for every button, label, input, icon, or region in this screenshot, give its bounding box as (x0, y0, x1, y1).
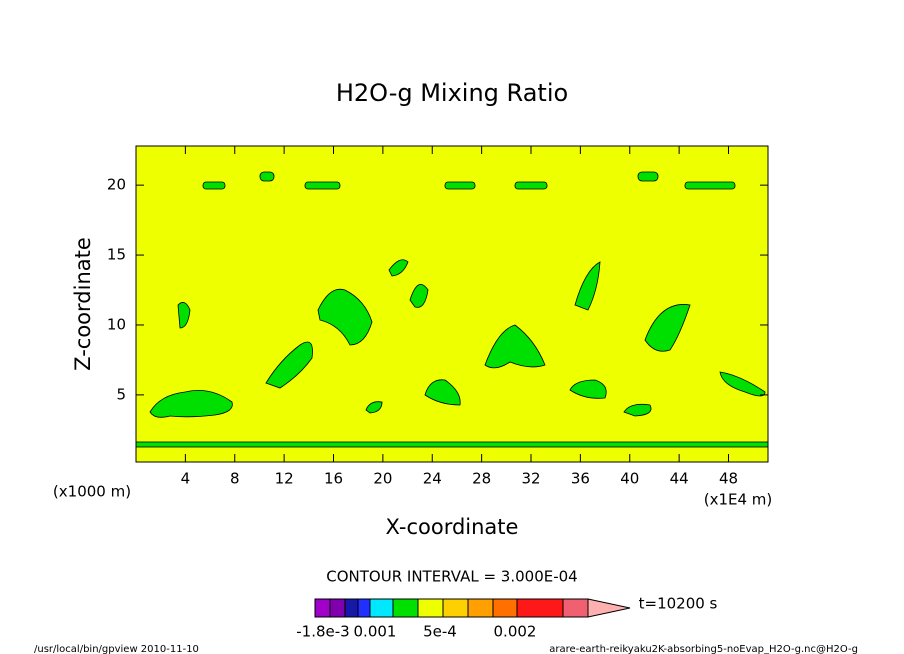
x-tick-label: 36 (571, 470, 590, 488)
contour-region (644, 304, 691, 352)
contour-region (177, 302, 191, 329)
plot-frame (135, 145, 769, 463)
colorbar-box (492, 598, 518, 618)
x-tick-label: 24 (423, 470, 442, 488)
contour-region (684, 181, 736, 190)
contour-region (388, 259, 409, 277)
contour-region (409, 283, 429, 308)
contour-band (135, 441, 769, 448)
y-tick-label: 10 (107, 315, 126, 333)
contour-region (259, 171, 275, 182)
contour-region (149, 389, 233, 418)
contour-region (444, 181, 476, 190)
x-tick-label: 16 (324, 470, 343, 488)
y-tick-label: 15 (107, 246, 126, 264)
colorbar-box (329, 598, 346, 618)
contour-regions (135, 171, 769, 448)
colorbar-box (369, 598, 394, 618)
contour-region (304, 181, 341, 190)
colorbar-label: 0.002 (494, 623, 537, 641)
x-tick-label: 40 (620, 470, 639, 488)
colorbar-box (392, 598, 419, 618)
contour-region (265, 341, 313, 389)
colorbar-label: 0.001 (354, 623, 397, 641)
plot-area (136, 146, 768, 462)
contour-region (317, 288, 373, 346)
colorbar-arrow (587, 598, 631, 618)
contour-region (623, 403, 652, 417)
x-tick-label: 4 (181, 470, 191, 488)
colorbar: -1.8e-3 0.001 5e-4 0.002 (296, 598, 631, 641)
contour-region (574, 261, 601, 311)
contour-region (569, 379, 607, 399)
contour-region (484, 324, 546, 369)
x-tick-label: 12 (275, 470, 294, 488)
colorbar-box (357, 598, 371, 618)
colorbar-label: 5e-4 (423, 623, 457, 641)
contour-region (424, 379, 461, 406)
colorbar-box (467, 598, 494, 618)
contour-region (514, 181, 548, 190)
contour-interval: CONTOUR INTERVAL = 3.000E-04 (326, 568, 577, 586)
y-unit: (x1000 m) (53, 483, 131, 501)
contour-region (637, 171, 659, 182)
colorbar-box (314, 598, 331, 618)
x-tick-label: 48 (719, 470, 738, 488)
contour-region (719, 371, 766, 397)
contour-region (365, 401, 383, 414)
x-tick-label: 20 (373, 470, 392, 488)
colorbar-box (562, 598, 589, 618)
colorbar-box (344, 598, 359, 618)
x-tick-label: 28 (472, 470, 491, 488)
y-tick-label: 5 (116, 385, 126, 403)
y-axis-title: Z-coordinate (71, 237, 95, 371)
colorbar-box (516, 598, 564, 618)
x-axis-title: X-coordinate (386, 515, 519, 539)
footer-left: /usr/local/bin/gpview 2010-11-10 (34, 644, 199, 654)
x-tick-label: 32 (521, 470, 540, 488)
chart-title: H2O-g Mixing Ratio (336, 79, 568, 107)
time-label: t=10200 s (639, 595, 718, 613)
x-unit: (x1E4 m) (704, 491, 773, 509)
contour-region (202, 181, 226, 190)
x-tick-label: 44 (670, 470, 689, 488)
colorbar-label: -1.8e-3 (296, 623, 349, 641)
x-tick-label: 8 (230, 470, 240, 488)
colorbar-box (442, 598, 469, 618)
colorbar-box (417, 598, 444, 618)
y-tick-label: 20 (107, 176, 126, 194)
footer-right: arare-earth-reikyaku2K-absorbing5-noEvap… (549, 644, 858, 654)
